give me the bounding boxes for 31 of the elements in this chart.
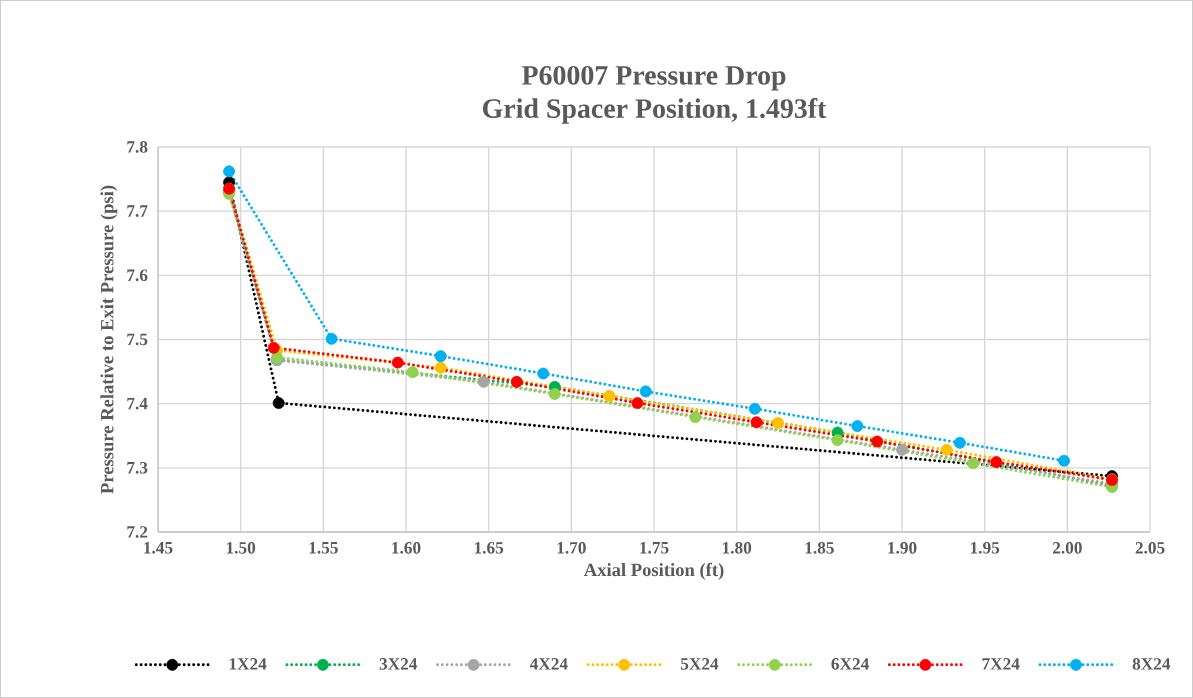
x-tick-label: 1.75 <box>640 542 669 554</box>
y-tick-label: 7.8 <box>127 141 148 153</box>
chart-subtitle: Grid Spacer Position, 1.493ft <box>482 98 827 124</box>
legend-label: 3X24 <box>379 658 418 670</box>
x-tick-label: 1.70 <box>557 542 586 554</box>
y-tick-label: 7.6 <box>127 269 148 282</box>
chart-title: P60007 Pressure Drop <box>521 65 786 91</box>
y-axis-title: Pressure Relative to Exit Pressure (psi) <box>100 185 118 494</box>
x-tick-label: 1.45 <box>144 542 173 554</box>
x-tick-label: 1.60 <box>392 542 421 554</box>
y-tick-label: 7.5 <box>127 333 148 346</box>
x-tick-label: 1.85 <box>805 542 834 554</box>
x-tick-label: 1.80 <box>722 542 752 554</box>
x-axis-title: Axial Position (ft) <box>583 562 724 580</box>
legend-label: 4X24 <box>529 658 568 670</box>
x-tick-label: 1.95 <box>970 542 1000 554</box>
x-tick-label: 1.55 <box>309 542 338 554</box>
y-tick-label: 7.7 <box>127 205 148 217</box>
x-tick-label: 1.90 <box>888 542 917 554</box>
x-tick-label: 2.05 <box>1135 542 1165 554</box>
legend-label: 6X24 <box>831 658 869 670</box>
legend-label: 7X24 <box>982 658 1020 670</box>
x-tick-label: 2.00 <box>1052 542 1082 554</box>
legend-label: 1X24 <box>229 658 267 670</box>
y-tick-label: 7.2 <box>127 526 148 538</box>
x-tick-label: 1.65 <box>474 542 504 554</box>
y-tick-label: 7.3 <box>127 462 148 474</box>
legend-label: 5X24 <box>680 658 719 670</box>
x-tick-label: 1.50 <box>226 542 256 554</box>
legend-label: 8X24 <box>1132 658 1171 670</box>
y-tick-label: 7.4 <box>127 397 148 410</box>
